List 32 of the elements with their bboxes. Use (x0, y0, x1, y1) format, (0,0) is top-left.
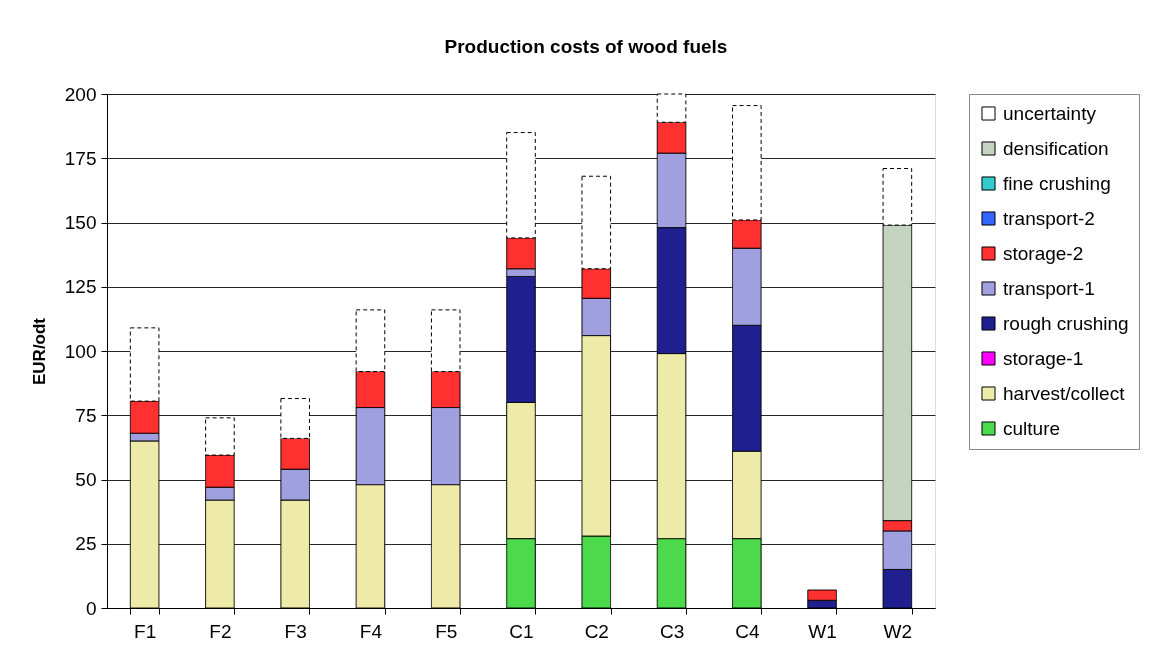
x-tick-label: F5 (435, 620, 458, 642)
x-tick-label: C3 (659, 620, 685, 642)
y-tick-label: 50 (75, 469, 97, 490)
legend-label: transport-1 (1003, 277, 1095, 299)
y-tick-label: 0 (85, 597, 97, 619)
x-tick-label: F2 (209, 620, 232, 642)
x-tick-label: F3 (284, 620, 307, 642)
x-tick-label: W1 (808, 620, 837, 642)
legend-label: culture (1003, 417, 1061, 439)
y-tick-label: 100 (64, 340, 97, 362)
legend-label: storage-1 (1003, 347, 1084, 369)
x-tick-label: W2 (883, 620, 913, 642)
y-tick-label: 150 (64, 212, 97, 233)
legend-label: rough crushing (1003, 312, 1129, 334)
legend-label: harvest/collect (1003, 382, 1126, 404)
x-tick-label: F4 (359, 620, 383, 642)
legend-label: uncertainty (1003, 102, 1097, 124)
y-tick-label: 175 (64, 147, 97, 169)
chart-title: Production costs of wood fuels (444, 36, 728, 57)
x-tick-label: C1 (509, 620, 534, 642)
y-tick-label: 200 (64, 83, 97, 105)
x-tick-label: F1 (134, 620, 157, 642)
legend-label: fine crushing (1003, 172, 1111, 194)
y-tick-label: 125 (64, 276, 97, 298)
y-tick-label: 75 (75, 404, 97, 426)
y-tick-label: 25 (75, 533, 97, 555)
legend-label: storage-2 (1003, 242, 1084, 264)
y-axis-title: EUR/odt (29, 317, 49, 386)
x-tick-label: C4 (735, 620, 760, 642)
x-tick-label: C2 (584, 620, 609, 642)
legend-label: transport-2 (1003, 207, 1095, 229)
legend-label: densification (1003, 137, 1109, 159)
